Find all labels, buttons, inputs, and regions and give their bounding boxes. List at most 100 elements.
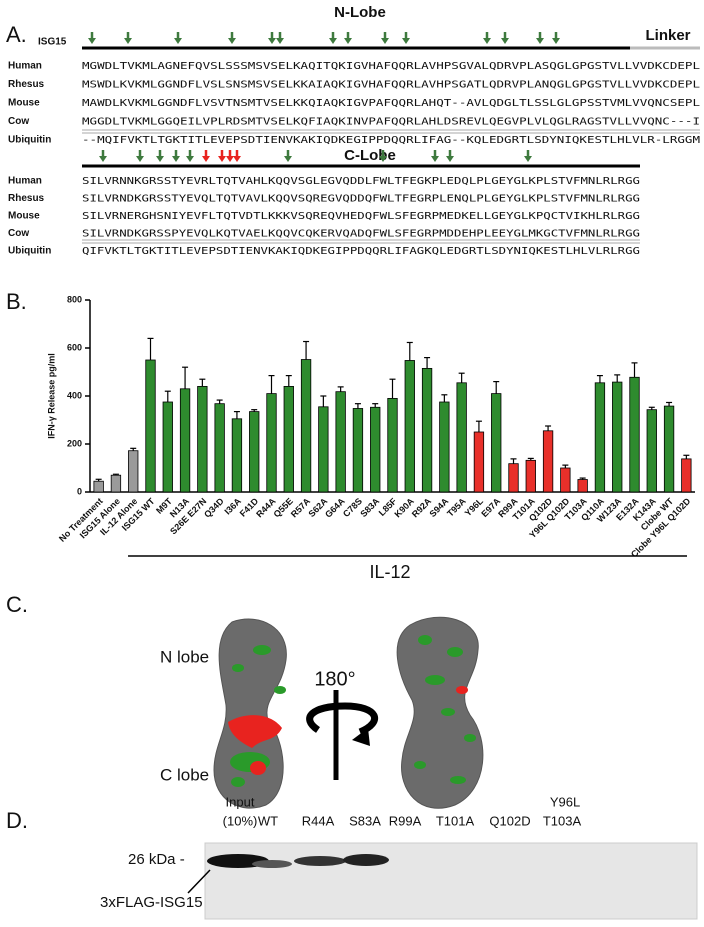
marker-label: 26 kDa - — [128, 851, 185, 868]
arrow — [431, 156, 439, 162]
arrow — [172, 156, 180, 162]
bar — [352, 408, 364, 493]
arrow — [228, 38, 236, 44]
structure-front — [213, 618, 287, 809]
protein-label: 3xFLAG-ISG15 — [100, 894, 203, 911]
bar — [456, 382, 467, 493]
sequence: SILVRNERGHSNIYEVFLTQTVDTLKKKVSQREQVHEDQF… — [82, 211, 640, 222]
bar — [249, 411, 260, 493]
sequence: QIFVKTLTGKTITLEVEPSDTIENVKAKIQDKEGIPPDQQ… — [82, 246, 640, 257]
rotate-icon — [352, 728, 370, 746]
sequence: MAWDLKVKMLGGNDFLVSVTNSMTVSELKKQIAQKIGVPA… — [82, 98, 700, 109]
arrow — [536, 38, 544, 44]
bar — [525, 459, 536, 493]
bar — [128, 450, 139, 493]
arrow — [99, 156, 107, 162]
arrow — [344, 38, 352, 44]
rotation-label: 180° — [314, 668, 355, 690]
blot — [204, 842, 698, 920]
species-name: Cow — [8, 228, 29, 239]
arrow — [552, 38, 560, 44]
arrow — [156, 156, 164, 162]
species-name: Mouse — [8, 211, 40, 222]
sequence: MGWDLTVKMLAGNEFQVSLSSSMSVSELKAQITQKIGVHA… — [82, 61, 700, 72]
bar — [387, 397, 398, 493]
arrow — [233, 156, 241, 162]
bar — [145, 359, 156, 493]
sequence: SILVRNDKGRSSPYEVQLKQTVAELKQQVCQKERVQADQF… — [82, 229, 640, 240]
bar — [681, 458, 692, 493]
bar — [231, 418, 243, 493]
panel-label: A. — [6, 22, 27, 47]
arrow — [268, 38, 276, 44]
sequence: MGGDLTVKMLGGQEILVPLRDSMTVSELKQFIAQKINVPA… — [82, 117, 700, 128]
band — [252, 860, 292, 868]
sequence: SILVRNNKGRSSTYEVRLTQTVAHLKQQVSGLEGVQDDLF… — [82, 176, 640, 187]
bar — [179, 388, 191, 493]
bar — [508, 463, 519, 493]
panel-label: C. — [6, 592, 28, 617]
panel-label: B. — [6, 289, 27, 314]
arrow — [402, 38, 410, 44]
arrow — [124, 38, 132, 44]
bar — [300, 359, 312, 493]
bar — [663, 405, 675, 493]
pointer — [187, 869, 211, 894]
species-name: Ubiquitin — [8, 246, 51, 257]
lane-label: Q102D — [489, 813, 530, 828]
x-tick-label: Q34D — [202, 496, 226, 520]
lobe-title: C-Lobe — [344, 147, 396, 164]
panel-label: D. — [6, 808, 28, 833]
alignment: Human MGWDLTVKMLAGNEFQVSLSSSMSVSELKAQITQK… — [8, 61, 700, 257]
species-name: Human — [8, 176, 42, 187]
sequence: --MQIFVKTLTGKTITLEVEPSDTIENVKAKIQDKEGIPP… — [82, 135, 700, 146]
arrow — [202, 156, 210, 162]
y-axis-label: IFN-γ Release pg/ml — [46, 353, 56, 439]
lane-label: R44A — [302, 813, 335, 828]
lane-label: Y96L — [550, 794, 580, 809]
band — [294, 856, 346, 866]
arrow — [483, 38, 491, 44]
lane-label: R99A — [389, 813, 422, 828]
bar — [214, 403, 225, 493]
rotate-icon — [306, 702, 378, 736]
arrow — [174, 38, 182, 44]
arrow — [329, 38, 337, 44]
bar — [283, 385, 294, 493]
bar — [110, 474, 122, 493]
arrow — [381, 38, 389, 44]
arrow — [136, 156, 144, 162]
lane-label: Input — [226, 794, 255, 809]
species-name: Ubiquitin — [8, 135, 51, 146]
species-name: Rhesus — [8, 193, 45, 204]
band — [343, 854, 389, 866]
y-tick-label: 0 — [77, 486, 82, 496]
x-tick-label: T95A — [445, 496, 468, 519]
x-tick-label: S94A — [427, 496, 450, 519]
lane-label: (10%) — [223, 813, 258, 828]
structure-back — [396, 616, 484, 809]
bar — [594, 382, 606, 493]
structure-label: C lobe — [160, 765, 209, 784]
arrow — [218, 156, 226, 162]
bar — [335, 391, 346, 493]
bar — [318, 406, 329, 493]
y-tick-label: 200 — [67, 438, 82, 448]
bar — [93, 480, 104, 493]
bar — [404, 360, 415, 493]
arrow — [284, 156, 292, 162]
bar — [491, 393, 502, 493]
bar — [162, 401, 173, 493]
arrow — [446, 156, 454, 162]
protein-name: ISG15 — [38, 37, 67, 48]
y-tick-label: 800 — [67, 294, 82, 304]
species-name: Human — [8, 61, 42, 72]
arrow — [186, 156, 194, 162]
species-name: Cow — [8, 116, 29, 127]
linker-title: Linker — [645, 27, 690, 44]
arrow — [226, 156, 234, 162]
lane-label: S83A — [349, 813, 381, 828]
group-label: IL-12 — [369, 562, 410, 582]
lane-label: T101A — [436, 813, 475, 828]
